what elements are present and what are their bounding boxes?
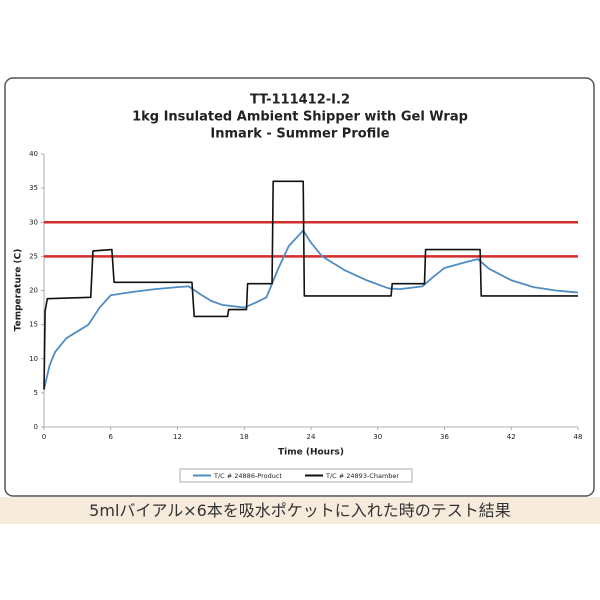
y-tick-label: 20	[29, 287, 38, 295]
y-tick-label: 15	[29, 321, 38, 329]
caption: 5mlバイアル×6本を吸水ポケットに入れた時のテスト結果	[0, 497, 600, 524]
series-line	[43, 180, 578, 390]
y-tick-label: 10	[29, 355, 38, 363]
x-tick-label: 0	[42, 433, 46, 441]
chart-title: Inmark - Summer Profile	[210, 127, 389, 142]
x-tick-label: 12	[173, 433, 182, 441]
y-tick-label: 40	[29, 150, 38, 158]
x-tick-label: 48	[574, 433, 583, 441]
x-tick-label: 36	[440, 433, 449, 441]
x-tick-label: 6	[109, 433, 114, 441]
x-tick-label: 42	[507, 433, 516, 441]
legend-box	[179, 468, 413, 483]
y-axis-title: Temperature (C)	[14, 249, 24, 332]
x-axis-title: Time (Hours)	[278, 448, 344, 458]
chart-title: TT-111412-I.2	[250, 93, 350, 108]
series-line	[43, 229, 579, 390]
x-tick-label: 18	[240, 433, 249, 441]
legend-label: T/C # 24886-Product	[213, 472, 282, 480]
chart-frame	[4, 77, 595, 497]
chart-title: 1kg Insulated Ambient Shipper with Gel W…	[132, 110, 468, 125]
y-tick-label: 30	[29, 218, 38, 226]
y-tick-label: 35	[29, 184, 38, 192]
chart: TT-111412-I.2 1kg Insulated Ambient Ship…	[4, 77, 595, 497]
legend-label: T/C # 24893-Chamber	[325, 472, 399, 480]
y-tick-label: 5	[34, 389, 38, 397]
y-tick-label: 25	[29, 252, 38, 260]
x-tick-label: 30	[373, 433, 382, 441]
y-tick-label: 0	[34, 423, 38, 431]
x-tick-label: 24	[307, 433, 316, 441]
